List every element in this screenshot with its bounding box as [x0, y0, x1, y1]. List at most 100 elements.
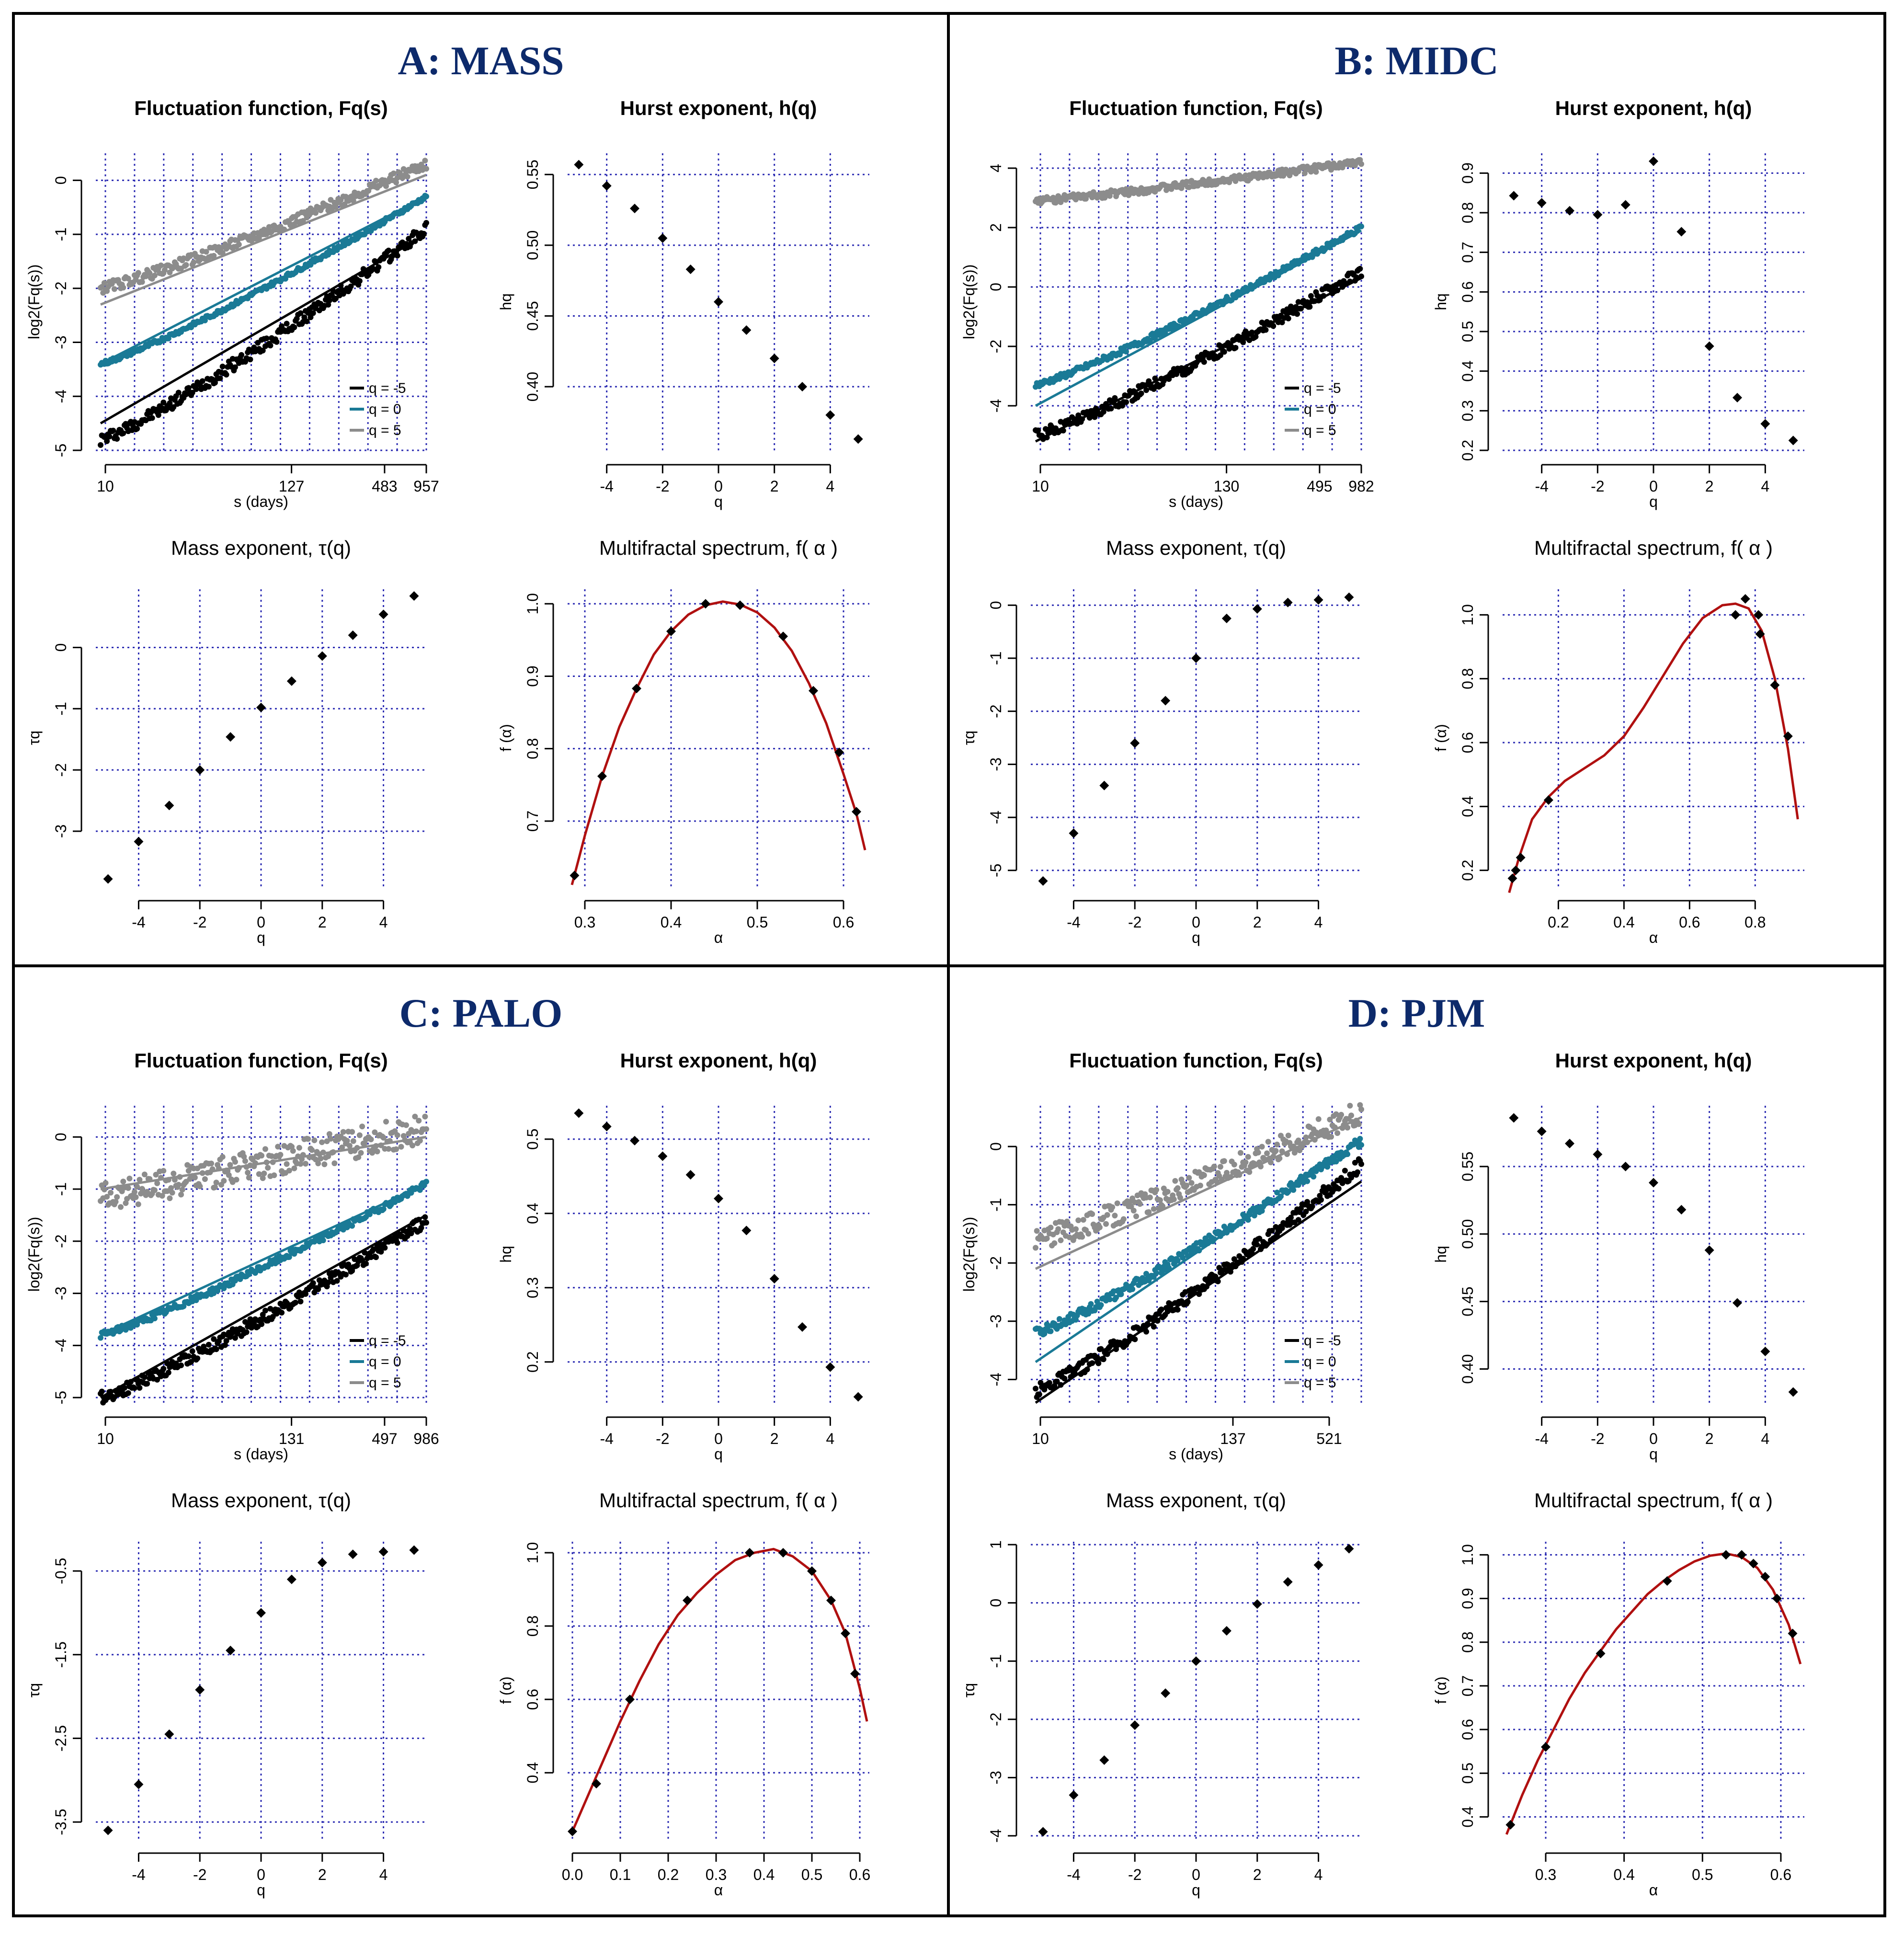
- data-point: [310, 310, 316, 316]
- data-point: [131, 1189, 137, 1195]
- x-tick-label: -4: [600, 1430, 613, 1447]
- data-point: [135, 1201, 141, 1207]
- data-point: [1516, 853, 1526, 862]
- y-tick-label: 0.5: [524, 1129, 541, 1150]
- data-point: [373, 1254, 379, 1260]
- marks: [1509, 1113, 1798, 1397]
- quadrant-title: C: PALO: [399, 991, 563, 1036]
- y-tick-label: -1: [52, 702, 69, 715]
- data-point: [625, 1695, 635, 1705]
- panel-title: Fluctuation function, Fq(s): [1069, 1049, 1323, 1072]
- data-point: [1112, 1213, 1118, 1219]
- data-point: [714, 297, 723, 307]
- data-point: [286, 1574, 296, 1584]
- y-tick-label: -1: [987, 652, 1004, 665]
- grid: [1503, 1542, 1804, 1839]
- legend: q = -5 q = 0 q = 5: [350, 380, 406, 438]
- data-point: [1308, 293, 1314, 299]
- data-point: [1143, 1271, 1150, 1277]
- data-point: [1344, 1544, 1354, 1554]
- data-point: [1274, 1141, 1280, 1147]
- marks: [568, 1547, 868, 1836]
- data-point: [1041, 1330, 1048, 1337]
- data-point: [121, 1385, 127, 1391]
- data-point: [1313, 169, 1319, 175]
- x-tick-label: 4: [1761, 1430, 1769, 1447]
- y-tick-label: 1.0: [524, 593, 541, 614]
- data-point: [409, 591, 419, 601]
- data-point: [683, 1595, 692, 1605]
- y-tick-label: -2: [987, 1256, 1004, 1270]
- y-tick-label: -2: [52, 1235, 69, 1248]
- y-axis-label: log2(Fq(s)): [25, 1217, 43, 1292]
- x-tick-label: 0.4: [1613, 914, 1634, 931]
- y-tick-label: 0.6: [524, 1689, 541, 1710]
- x-tick-label: 957: [413, 478, 439, 495]
- data-point: [211, 252, 217, 259]
- fit-line: [1035, 277, 1362, 443]
- data-point: [164, 801, 174, 811]
- data-point: [1252, 1599, 1262, 1609]
- data-point: [175, 389, 182, 396]
- axes: 0 -1 -2 -3 -4 -5 10 127 483 957 s (days) log2(Fq(s)…: [25, 176, 439, 510]
- data-point: [1184, 1182, 1190, 1189]
- mass-panel: Mass exponent, τ(q) -0.5 -1.5 -2.5 -3.5 -4 -2 0…: [25, 1489, 426, 1899]
- grid: [96, 589, 426, 886]
- data-point: [291, 1165, 297, 1171]
- y-tick-label: 0.4: [524, 1762, 541, 1783]
- data-point: [574, 160, 584, 170]
- data-point: [154, 1376, 160, 1383]
- data-point: [1721, 1550, 1731, 1560]
- data-point: [1094, 1298, 1100, 1305]
- data-point: [171, 404, 177, 410]
- marks: [1507, 594, 1799, 893]
- quadrant-midc: B: MIDC Fluctuation function, Fq(s) 4 2 0 -2…: [949, 14, 1884, 965]
- data-point: [374, 1148, 380, 1155]
- y-tick-label: 0.7: [1459, 241, 1476, 263]
- y-tick-label: -4: [987, 399, 1004, 412]
- data-point: [1172, 1178, 1178, 1184]
- data-point: [201, 1343, 207, 1350]
- data-point: [297, 1298, 304, 1305]
- y-tick-label: -3: [52, 825, 69, 838]
- data-point: [241, 1154, 247, 1160]
- data-point: [131, 1385, 137, 1391]
- data-point: [1748, 1558, 1758, 1569]
- data-point: [155, 412, 161, 418]
- data-point: [685, 1170, 695, 1180]
- series-1: [1033, 1135, 1364, 1363]
- fluctuation-panel: Fluctuation function, Fq(s) 0 -1 -2 -3 -4 -5 10…: [25, 1049, 439, 1463]
- data-point: [1217, 352, 1223, 358]
- data-point: [205, 1341, 212, 1348]
- axes: 1 0 -1 -2 -3 -4 -4 -2 0 2 4 q τq: [960, 1540, 1323, 1899]
- fit-line: [100, 1214, 427, 1399]
- x-tick-label: 127: [279, 478, 304, 495]
- data-point: [236, 241, 242, 248]
- legend-entry: q = 0: [369, 1354, 401, 1370]
- data-point: [151, 1187, 158, 1193]
- data-point: [1153, 1187, 1160, 1193]
- data-point: [1033, 1386, 1038, 1392]
- data-point: [423, 220, 429, 226]
- data-point: [1108, 405, 1114, 412]
- data-point: [1217, 1164, 1223, 1170]
- fit-line: [1035, 1180, 1362, 1404]
- data-point: [380, 1206, 387, 1212]
- data-point: [1358, 1161, 1364, 1167]
- y-tick-label: 0.4: [1459, 796, 1476, 817]
- data-point: [154, 1180, 160, 1186]
- x-tick-label: 4: [1314, 914, 1323, 931]
- marks: q = -5 q = 0 q = 5: [1033, 157, 1364, 443]
- data-point: [407, 1226, 413, 1232]
- data-point: [262, 1307, 268, 1314]
- data-point: [409, 1545, 419, 1555]
- legend-entry: q = 0: [1304, 401, 1336, 417]
- legend-entry: q = 0: [1304, 1354, 1336, 1370]
- data-point: [1274, 1190, 1280, 1196]
- x-axis-label: s (days): [1169, 1445, 1223, 1463]
- panel-title: Mass exponent, τ(q): [1106, 1489, 1286, 1512]
- data-point: [256, 1171, 262, 1177]
- data-point: [358, 1150, 364, 1156]
- y-tick-label: 0.8: [524, 738, 541, 759]
